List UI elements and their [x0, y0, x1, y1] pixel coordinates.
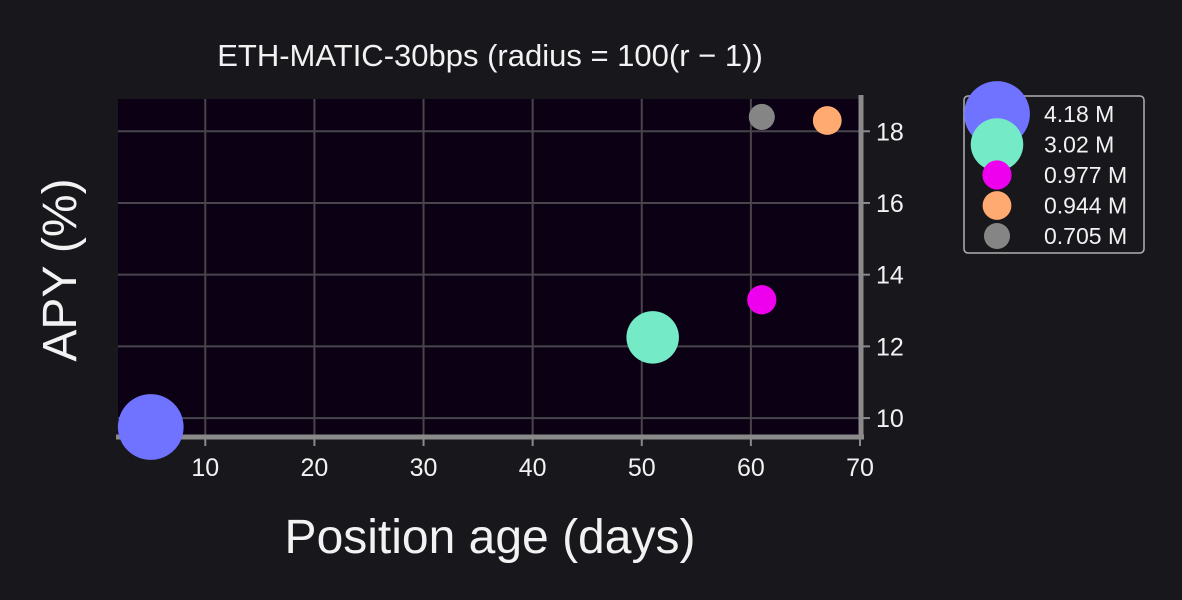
chart-title: ETH-MATIC-30bps (radius = 100(r − 1)): [217, 38, 763, 73]
x-tick-label: 10: [191, 454, 219, 482]
y-tick-label: 10: [876, 405, 904, 433]
x-tick-label: 60: [737, 454, 765, 482]
legend-marker: [982, 160, 1012, 190]
legend-label: 3.02 M: [1044, 132, 1114, 158]
x-tick-label: 50: [628, 454, 656, 482]
x-tick-label: 70: [846, 454, 874, 482]
data-point: [747, 285, 777, 315]
data-point: [748, 103, 775, 130]
legend: 4.18 M 3.02 M 0.977 M 0.944 M 0.705 M: [963, 81, 1145, 254]
legend-label: 0.944 M: [1044, 193, 1127, 219]
y-axis-title: APY (%): [34, 178, 87, 361]
y-tick-label: 14: [876, 262, 904, 290]
legend-marker: [970, 118, 1024, 171]
data-point: [626, 311, 679, 364]
x-tick-label: 30: [410, 454, 438, 482]
data-point: [117, 394, 184, 460]
y-tick-label: 16: [876, 190, 904, 218]
legend-marker: [982, 191, 1012, 220]
x-axis-title: Position age (days): [285, 511, 696, 564]
legend-marker: [983, 222, 1011, 250]
data-point: [812, 106, 842, 135]
y-tick-label: 12: [876, 333, 904, 361]
x-tick-label: 20: [301, 454, 329, 482]
legend-label: 0.977 M: [1044, 162, 1127, 188]
legend-label: 4.18 M: [1044, 101, 1114, 127]
legend-label: 0.705 M: [1044, 223, 1127, 249]
x-tick-label: 40: [519, 454, 547, 482]
plot-background: [118, 99, 860, 436]
y-tick-label: 18: [876, 118, 904, 146]
